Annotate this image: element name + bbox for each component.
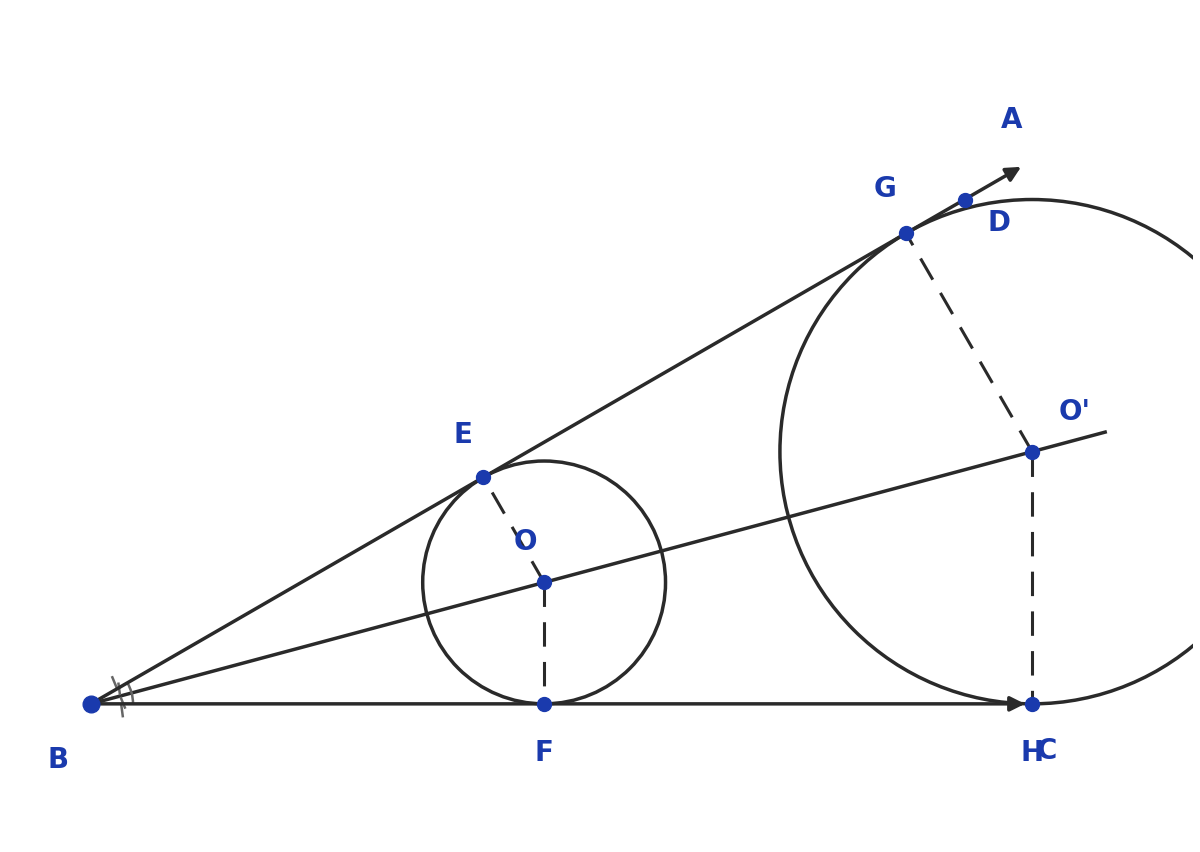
Text: C: C <box>1036 736 1056 764</box>
Text: A: A <box>1001 106 1022 134</box>
Text: B: B <box>48 746 68 774</box>
Text: F: F <box>535 740 553 768</box>
Text: G: G <box>874 176 896 204</box>
Text: D: D <box>988 209 1010 237</box>
Text: H: H <box>1020 740 1044 768</box>
Text: O': O' <box>1058 398 1091 425</box>
Text: O: O <box>514 528 536 556</box>
Text: E: E <box>454 421 473 449</box>
